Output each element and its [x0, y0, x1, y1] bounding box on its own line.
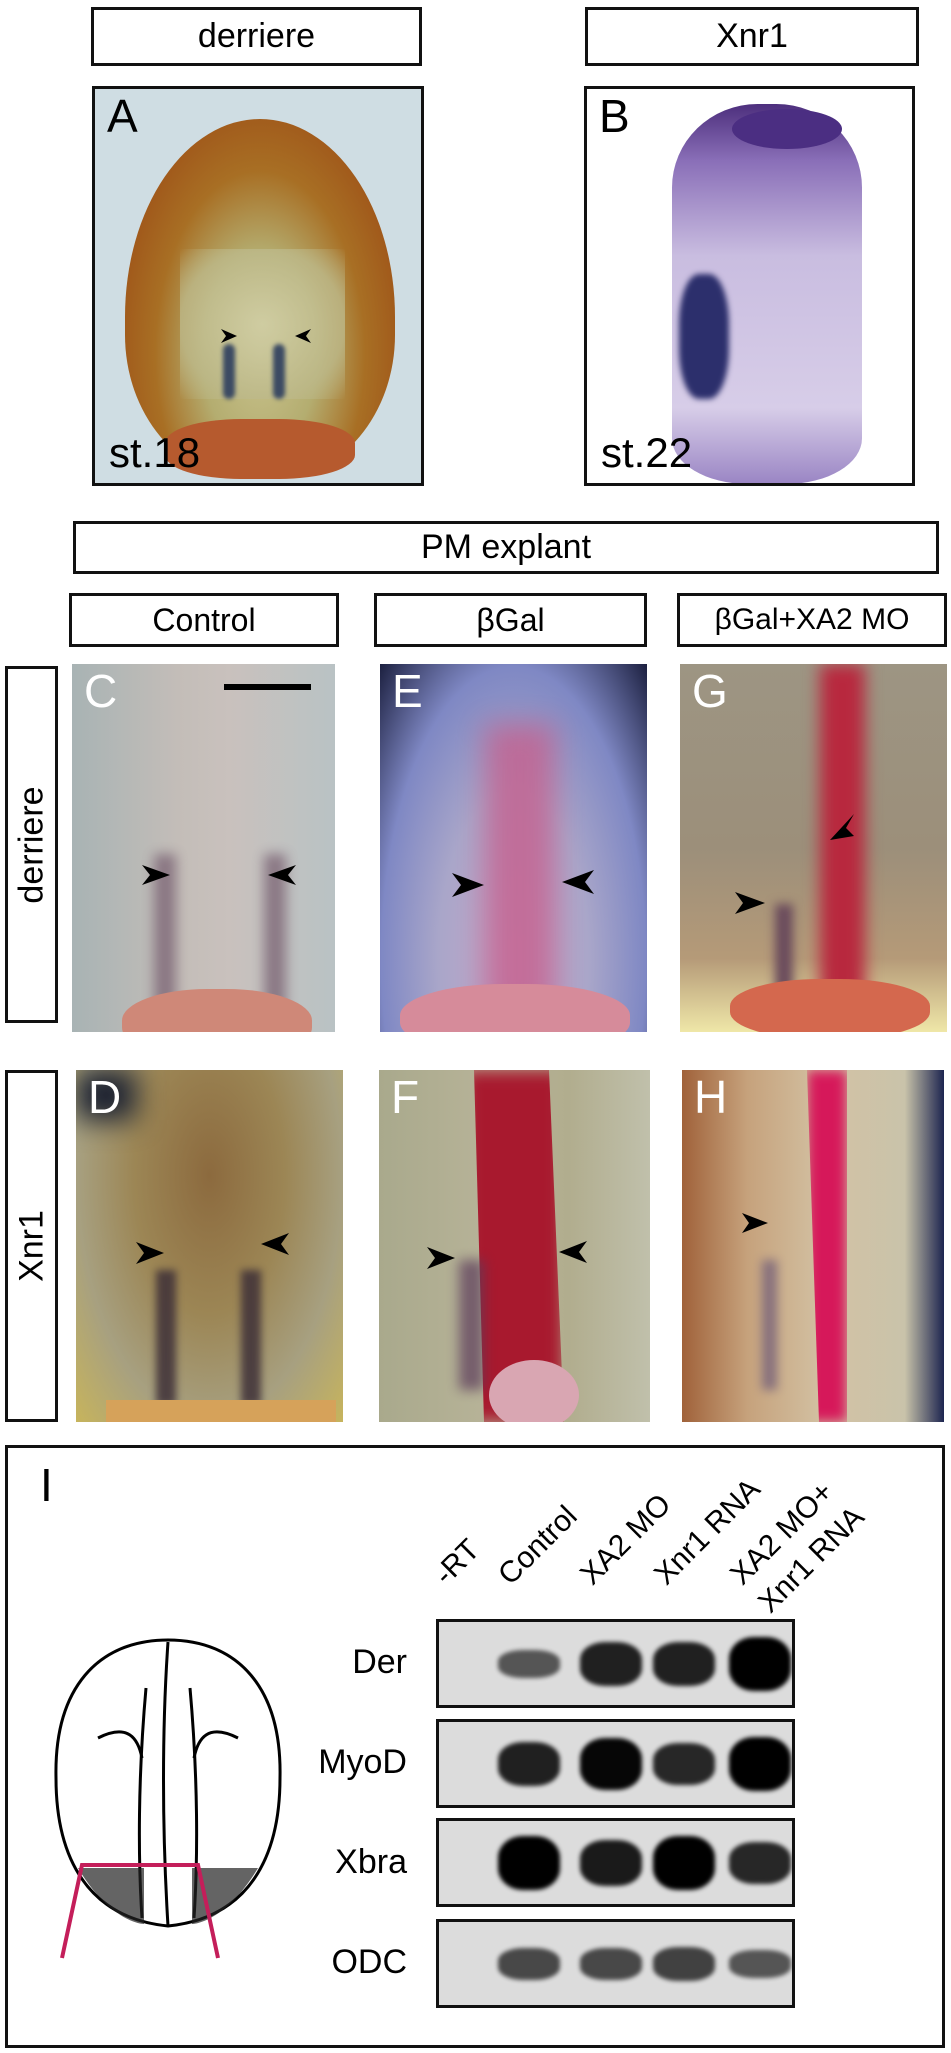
gel-band	[653, 1642, 715, 1686]
lane-label: -RT	[427, 1532, 487, 1592]
gel-band	[653, 1743, 715, 1785]
lane-label: Control	[491, 1499, 584, 1592]
column-label-text: Control	[152, 601, 256, 638]
arrowhead-icon	[452, 873, 484, 897]
panel-a-letter: A	[107, 90, 138, 142]
panel-f-letter: F	[391, 1071, 420, 1123]
gel-band	[729, 1637, 791, 1691]
column-label-text: βGal	[476, 601, 545, 638]
gene-label-der: Der	[352, 1643, 407, 1681]
arrowhead-icon	[559, 1241, 587, 1263]
gel-band	[653, 1947, 715, 1981]
arrowhead-icon	[742, 1213, 768, 1233]
gel-band	[729, 1737, 791, 1791]
arrowhead-icon	[735, 892, 765, 914]
row-label-text: derriere	[12, 785, 50, 904]
arrowhead-icon	[562, 870, 594, 894]
panel-e-letter: E	[392, 665, 423, 717]
gel-strip-xbra	[436, 1818, 795, 1907]
gene-label-myod: MyoD	[318, 1743, 407, 1781]
arrowhead-icon	[268, 865, 296, 885]
header-derriere: derriere	[91, 7, 422, 66]
panel-a: A st.18	[92, 86, 424, 486]
arrowhead-icon	[295, 329, 311, 343]
panel-b: B st.22	[584, 86, 915, 486]
panel-h: H	[682, 1070, 944, 1422]
gel-band	[729, 1950, 791, 1978]
gel-band	[653, 1836, 715, 1890]
panel-f: F	[379, 1070, 650, 1422]
row-label-text: Xnr1	[12, 1210, 50, 1282]
panel-d-letter: D	[88, 1071, 122, 1123]
gene-label-odc: ODC	[331, 1943, 407, 1981]
column-label-text: βGal+XA2 MO	[714, 603, 910, 636]
row-label-xnr1: Xnr1	[5, 1070, 58, 1422]
header-derriere-text: derriere	[197, 17, 316, 55]
gel-strip-myod	[436, 1719, 795, 1808]
gel-band	[580, 1840, 642, 1886]
panel-c: C	[72, 664, 335, 1032]
panel-i: I -RT Control XA2 MO Xnr1 RNA XA2 MO+ Xn…	[5, 1445, 945, 2048]
arrowhead-icon	[261, 1233, 289, 1255]
gel-strip-odc	[436, 1919, 795, 2008]
panel-d: D	[76, 1070, 343, 1422]
gel-band	[729, 1842, 791, 1884]
scale-bar	[224, 684, 311, 690]
panel-a-stage: st.18	[109, 429, 201, 476]
header-xnr1-text: Xnr1	[716, 17, 788, 55]
header-pm-explant: PM explant	[73, 521, 939, 574]
column-label-bgal-xa2-mo: βGal+XA2 MO	[677, 593, 947, 647]
panel-i-letter: I	[40, 1459, 53, 1511]
gel-band	[498, 1836, 560, 1890]
gel-band	[580, 1738, 642, 1790]
arrowhead-icon	[142, 865, 170, 885]
column-label-control: Control	[69, 593, 339, 647]
gene-label-xbra: Xbra	[335, 1843, 407, 1881]
embryo-diagram	[54, 1638, 282, 1959]
panel-b-stage: st.22	[601, 429, 693, 476]
gel-band	[580, 1948, 642, 1980]
gel-band	[498, 1742, 560, 1786]
panel-b-letter: B	[599, 90, 630, 142]
panel-c-letter: C	[84, 665, 118, 717]
column-label-bgal: βGal	[374, 593, 647, 647]
panel-g: G	[680, 664, 947, 1032]
panel-g-letter: G	[692, 665, 728, 717]
header-pm-explant-text: PM explant	[420, 528, 592, 566]
arrowhead-icon	[427, 1247, 455, 1269]
header-xnr1: Xnr1	[585, 7, 919, 66]
panel-h-letter: H	[694, 1071, 728, 1123]
arrowhead-icon	[221, 329, 237, 343]
arrowhead-icon	[830, 814, 854, 840]
gel-band	[498, 1650, 560, 1678]
gel-strip-der	[436, 1619, 795, 1708]
gel-band	[498, 1948, 560, 1980]
cut-line	[60, 1863, 220, 1959]
gel-band	[580, 1642, 642, 1686]
row-label-derriere: derriere	[5, 666, 58, 1023]
panel-e: E	[380, 664, 647, 1032]
arrowhead-icon	[136, 1242, 164, 1264]
